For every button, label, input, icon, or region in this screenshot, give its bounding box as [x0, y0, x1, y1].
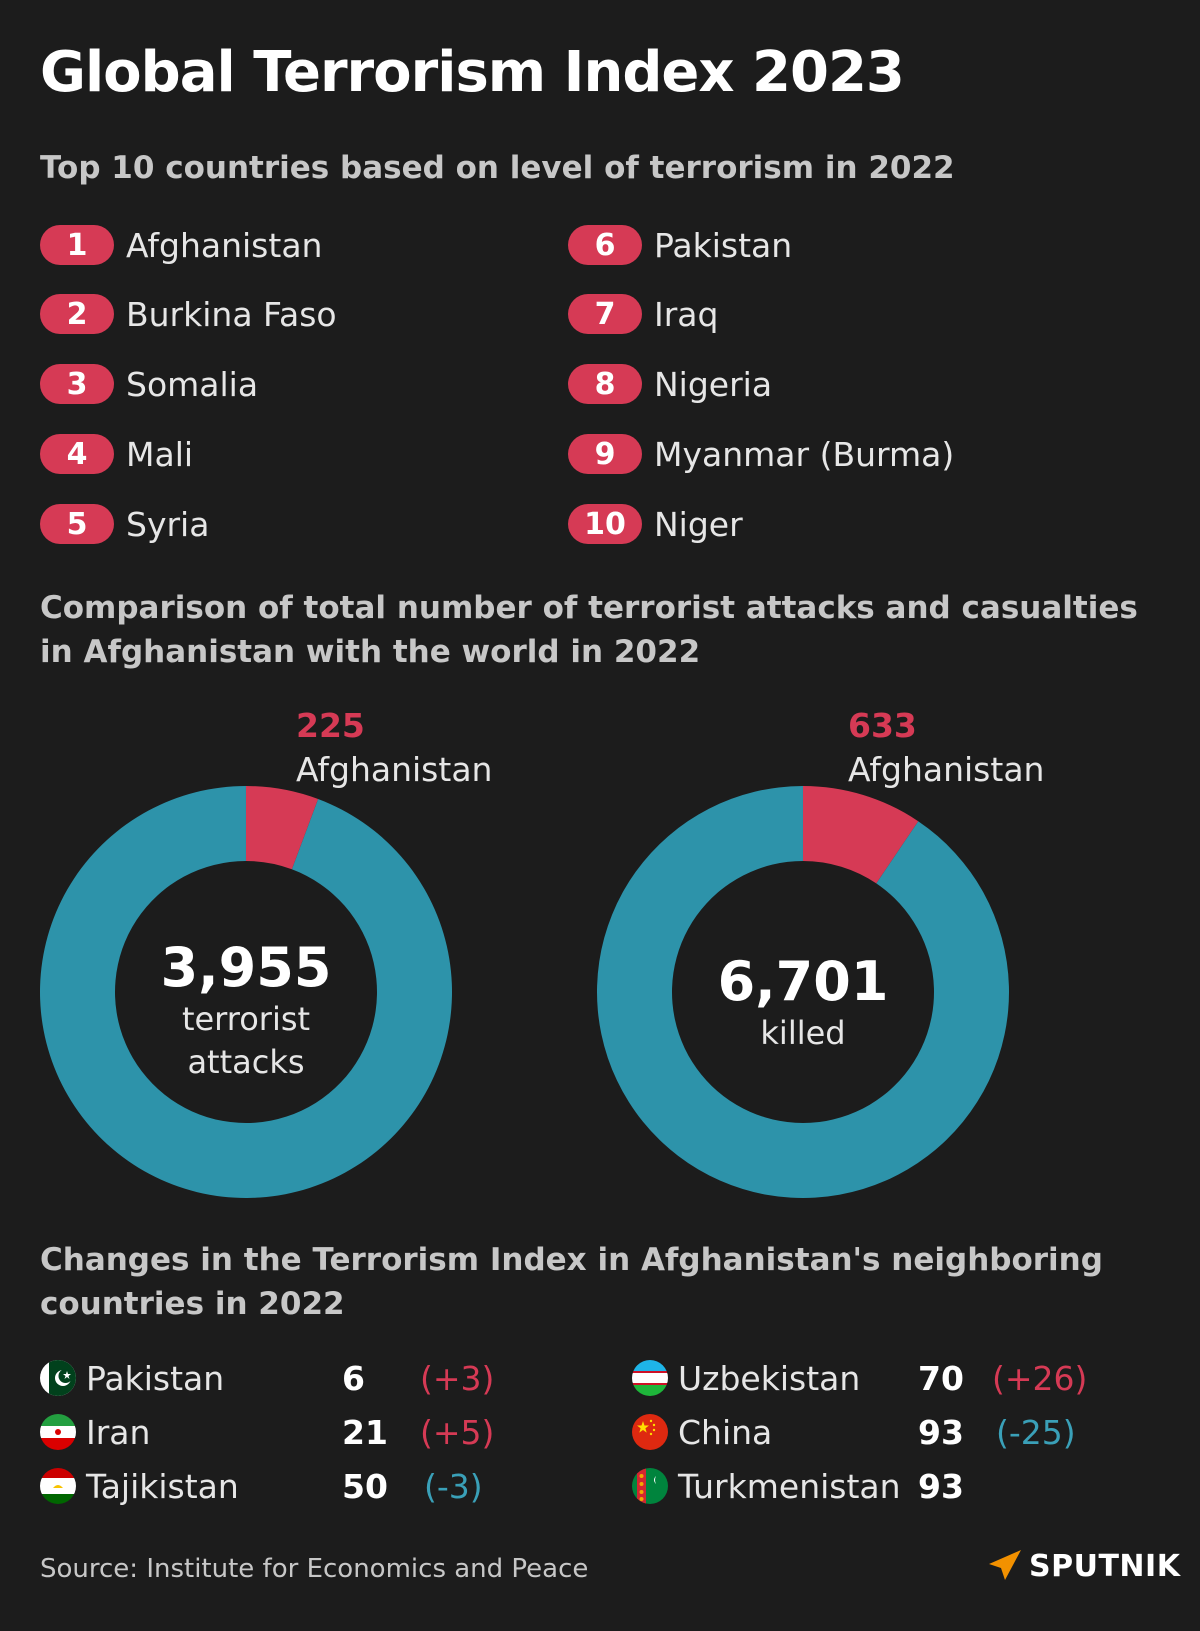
neighbor-row: Iran: [40, 1412, 150, 1452]
rank-badge: 3: [40, 364, 114, 404]
donut1-total: 3,955: [160, 936, 332, 999]
rank-item: 2 Burkina Faso: [40, 294, 337, 334]
donut2-highlight-value: 633: [848, 706, 917, 745]
donut1-caption-2: attacks: [187, 1043, 305, 1081]
donut2-highlight-name: Afghanistan: [848, 750, 1045, 789]
tajikistan-flag-icon: [40, 1468, 76, 1504]
rank-badge: 6: [568, 225, 642, 265]
turkmenistan-flag-icon: [632, 1468, 668, 1504]
neighbor-score: 6: [342, 1358, 365, 1398]
rank-country: Nigeria: [654, 364, 773, 404]
rank-badge: 1: [40, 225, 114, 265]
sputnik-logo: SPUTNIK: [985, 1548, 1180, 1584]
rank-country: Somalia: [126, 364, 259, 404]
logo-text: SPUTNIK: [1029, 1548, 1181, 1584]
neighbor-change: (-25): [996, 1412, 1076, 1452]
neighbor-row: Uzbekistan: [632, 1358, 860, 1398]
rank-item: 1 Afghanistan: [40, 225, 322, 265]
rank-badge: 8: [568, 364, 642, 404]
donut1-caption-1: terrorist: [181, 1000, 311, 1038]
neighbor-country: Turkmenistan: [678, 1466, 901, 1506]
rank-badge: 7: [568, 294, 642, 334]
neighbor-row: China: [632, 1412, 772, 1452]
pakistan-flag-icon: [40, 1360, 76, 1396]
donut2-total: 6,701: [717, 950, 889, 1013]
rank-country: Burkina Faso: [126, 294, 337, 334]
rank-item: 9 Myanmar (Burma): [568, 434, 954, 474]
rank-badge: 5: [40, 504, 114, 544]
neighbor-score: 93: [918, 1466, 964, 1506]
donut1-rest-slice: [40, 786, 452, 1198]
neighbor-score: 50: [342, 1466, 388, 1506]
donut2-caption-1: killed: [760, 1014, 846, 1052]
page-title: Global Terrorism Index 2023: [40, 40, 905, 105]
donut1-highlight-value: 225: [296, 706, 365, 745]
rank-country: Syria: [126, 504, 210, 544]
rank-item: 8 Nigeria: [568, 364, 772, 404]
sputnik-logo-icon: [987, 1550, 1021, 1582]
neighbor-change: (+26): [992, 1358, 1088, 1398]
rank-item: 5 Syria: [40, 504, 209, 544]
section-heading-top10: Top 10 countries based on level of terro…: [40, 150, 955, 186]
neighbor-country: Pakistan: [86, 1358, 225, 1398]
neighbor-country: China: [678, 1412, 773, 1452]
donut1-highlight-name: Afghanistan: [296, 750, 493, 789]
uzbekistan-flag-icon: [632, 1360, 668, 1396]
neighbor-score: 21: [342, 1412, 388, 1452]
killed-donut-chart: [597, 786, 1009, 1198]
section-heading-comparison: Comparison of total number of terrorist …: [40, 590, 1138, 670]
rank-country: Afghanistan: [126, 225, 323, 265]
donut1-center: 3,955 terrorist attacks: [116, 938, 376, 1084]
rank-item: 10 Niger: [568, 504, 743, 544]
rank-item: 3 Somalia: [40, 364, 258, 404]
donut2-center: 6,701 killed: [673, 952, 933, 1055]
iran-flag-icon: [40, 1414, 76, 1450]
neighbor-country: Tajikistan: [86, 1466, 239, 1506]
rank-badge: 4: [40, 434, 114, 474]
donut2-rest-slice: [597, 786, 1009, 1198]
rank-country: Myanmar (Burma): [654, 434, 955, 474]
rank-badge: 9: [568, 434, 642, 474]
donut1-highlight-slice: [246, 786, 319, 870]
neighbor-change: (-3): [424, 1466, 483, 1506]
neighbor-row: Tajikistan: [40, 1466, 239, 1506]
donut2-highlight-slice: [803, 786, 919, 884]
donut1-label: 225 Afghanistan: [296, 704, 492, 792]
rank-country: Pakistan: [654, 225, 793, 265]
source-note: Source: Institute for Economics and Peac…: [40, 1554, 589, 1584]
rank-country: Mali: [126, 434, 194, 474]
rank-country: Iraq: [654, 294, 719, 334]
attacks-donut-chart: [40, 786, 452, 1198]
neighbor-change: (+3): [420, 1358, 495, 1398]
neighbor-score: 70: [918, 1358, 964, 1398]
rank-country: Niger: [654, 504, 743, 544]
neighbor-row: Pakistan: [40, 1358, 224, 1398]
neighbor-change: (+5): [420, 1412, 495, 1452]
rank-item: 7 Iraq: [568, 294, 718, 334]
neighbor-row: Turkmenistan: [632, 1466, 901, 1506]
donut2-label: 633 Afghanistan: [848, 704, 1044, 792]
rank-badge: 10: [568, 504, 642, 544]
neighbor-country: Uzbekistan: [678, 1358, 861, 1398]
neighbor-country: Iran: [86, 1412, 151, 1452]
china-flag-icon: [632, 1414, 668, 1450]
section-heading-neighbors: Changes in the Terrorism Index in Afghan…: [40, 1242, 1103, 1322]
neighbor-score: 93: [918, 1412, 964, 1452]
rank-item: 6 Pakistan: [568, 225, 792, 265]
rank-badge: 2: [40, 294, 114, 334]
rank-item: 4 Mali: [40, 434, 193, 474]
